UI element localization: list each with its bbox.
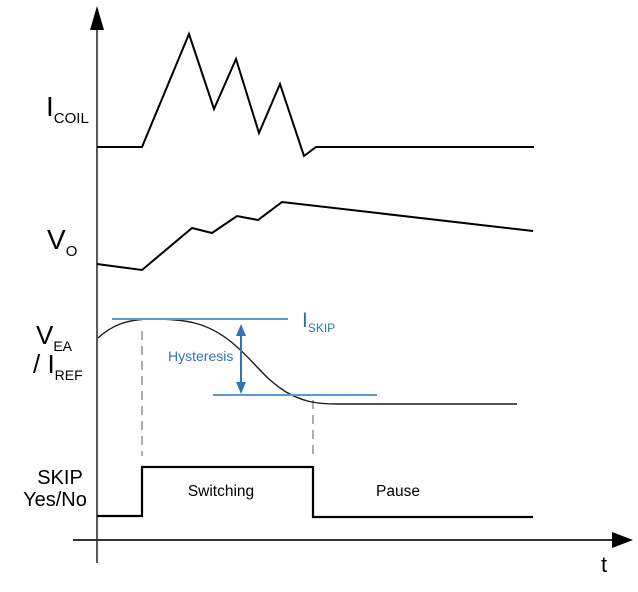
vea-label: VEA	[36, 320, 73, 354]
hysteresis-arrowhead-down-icon	[236, 382, 246, 394]
time-axis-label: t	[601, 552, 607, 577]
skip-row-label-line1: SKIP	[37, 467, 83, 489]
vo-waveform	[96, 200, 534, 272]
iref-label: / IREF	[33, 349, 83, 383]
skip-row-label-line2: Yes/No	[23, 489, 87, 511]
vo-label: VO	[47, 224, 77, 260]
skip-waveform	[97, 465, 533, 519]
iskip-label: ISKIP	[302, 309, 335, 335]
icoil-label: ICOIL	[46, 91, 89, 127]
x-axis-arrowhead-icon	[612, 532, 633, 548]
hysteresis-label: Hysteresis	[168, 348, 233, 364]
hysteresis-arrowhead-up-icon	[236, 324, 246, 336]
icoil-waveform	[97, 31, 534, 158]
pause-zone-label: Pause	[376, 483, 420, 500]
hysteresis-arrow	[236, 324, 246, 394]
switching-zone-label: Switching	[188, 483, 254, 500]
y-axis-arrowhead-icon	[90, 6, 104, 30]
